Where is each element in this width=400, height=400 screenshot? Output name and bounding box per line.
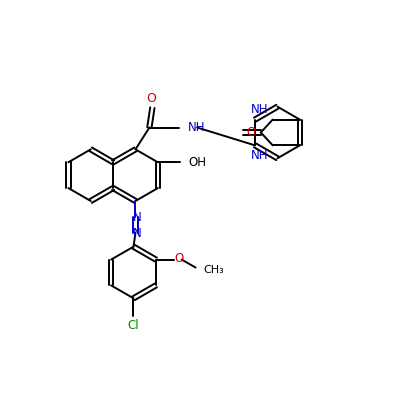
Text: O: O (246, 126, 256, 139)
Text: NH: NH (188, 121, 206, 134)
Text: N: N (133, 211, 142, 224)
Text: N: N (133, 227, 142, 240)
Text: NH: NH (251, 103, 269, 116)
Text: O: O (174, 252, 183, 265)
Text: NH: NH (251, 149, 269, 162)
Text: Cl: Cl (128, 319, 139, 332)
Text: O: O (146, 92, 156, 105)
Text: CH₃: CH₃ (204, 264, 224, 274)
Text: OH: OH (189, 156, 207, 169)
